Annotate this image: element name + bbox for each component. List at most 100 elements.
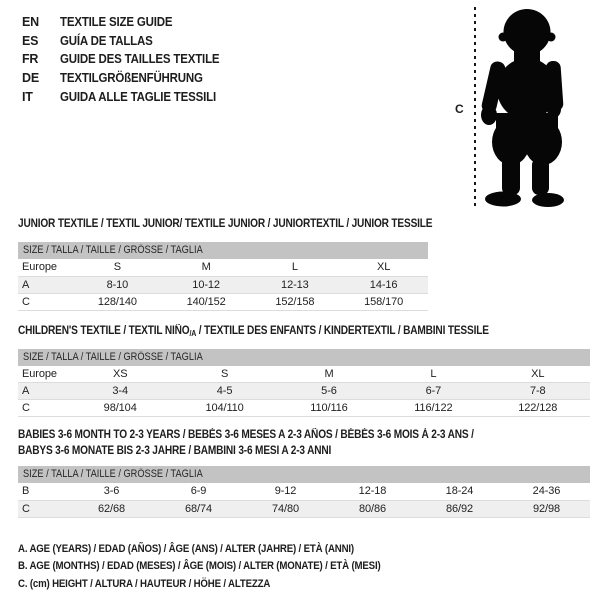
- table-cell: 152/158: [250, 293, 340, 311]
- language-row-it: IT GUIDA ALLE TAGLIE TESSILI: [22, 87, 233, 106]
- footnote-c: C. (cm) HEIGHT / ALTURA / HAUTEUR / HÖHE…: [18, 576, 590, 594]
- footnotes: A. AGE (YEARS) / EDAD (AÑOS) / ÂGE (ANS)…: [18, 541, 590, 594]
- table-cell: 7-8: [485, 382, 590, 400]
- height-figure: C: [450, 3, 580, 215]
- table-cell: M: [276, 365, 382, 383]
- table-row-age: A 8-10 10-12 12-13 14-16: [18, 276, 428, 294]
- table-cell: 6-9: [155, 483, 242, 501]
- footnote-text: B. AGE (MONTHS) / EDAD (MESES) / ÂGE (MO…: [18, 560, 381, 572]
- section-babies: BABIES 3-6 MONTH TO 2-3 YEARS / BEBÉS 3-…: [18, 427, 590, 518]
- table-row-height: C 62/68 68/74 74/80 80/86 86/92 92/98: [18, 500, 590, 518]
- footnote-text: C. (cm) HEIGHT / ALTURA / HAUTEUR / HÖHE…: [18, 577, 271, 590]
- junior-size-table: Europe S M L XL A 8-10 10-12 12-13 14-16…: [18, 259, 428, 311]
- size-bar-junior: SIZE / TALLA / TAILLE / GRÖSSE / TAGLIA: [18, 242, 428, 259]
- table-cell: 80/86: [329, 500, 416, 518]
- row-label: B: [18, 483, 68, 501]
- table-cell: XL: [339, 259, 428, 277]
- table-cell: 92/98: [503, 500, 590, 518]
- row-label: C: [18, 293, 73, 311]
- section-junior: JUNIOR TEXTILE / TEXTIL JUNIOR/ TEXTILE …: [18, 217, 590, 311]
- language-title: GUÍA DE TALLAS: [60, 33, 153, 48]
- table-cell: M: [161, 259, 251, 277]
- table-cell: 62/68: [68, 500, 155, 518]
- language-code: DE: [22, 71, 39, 86]
- language-row-fr: FR GUIDE DES TAILLES TEXTILE: [22, 50, 233, 69]
- section-heading-babies-line1: BABIES 3-6 MONTH TO 2-3 YEARS / BEBÉS 3-…: [18, 427, 590, 443]
- section-heading-junior: JUNIOR TEXTILE / TEXTIL JUNIOR/ TEXTILE …: [18, 217, 590, 232]
- height-c-label: C: [455, 102, 464, 116]
- table-cell: 68/74: [155, 500, 242, 518]
- section-children: CHILDREN'S TEXTILE / TEXTIL NIÑO/A / TEX…: [18, 324, 590, 417]
- footnote-a: A. AGE (YEARS) / EDAD (AÑOS) / ÂGE (ANS)…: [18, 541, 590, 559]
- language-code: EN: [22, 15, 39, 30]
- section-heading-text: BABYS 3-6 MONATE BIS 2-3 JAHRE / BAMBINI…: [18, 445, 332, 457]
- table-cell: 116/122: [381, 399, 486, 417]
- table-row-europe: Europe S M L XL: [18, 259, 428, 277]
- size-bar-text: SIZE / TALLA / TAILLE / GRÖSSE / TAGLIA: [23, 350, 203, 363]
- language-title: TEXTILGRÖßENFÜHRUNG: [60, 71, 203, 86]
- language-list: EN TEXTILE SIZE GUIDE ES GUÍA DE TALLAS …: [22, 13, 233, 106]
- section-heading-text: BABIES 3-6 MONTH TO 2-3 YEARS / BEBÉS 3-…: [18, 429, 474, 441]
- language-row-de: DE TEXTILGRÖßENFÜHRUNG: [22, 69, 233, 88]
- size-bar-children: SIZE / TALLA / TAILLE / GRÖSSE / TAGLIA: [18, 348, 590, 366]
- table-cell: L: [381, 365, 486, 383]
- table-row-europe: Europe XS S M L XL: [18, 365, 590, 383]
- table-row-height: C 98/104 104/110 110/116 116/122 122/128: [18, 399, 590, 417]
- table-row-height: C 128/140 140/152 152/158 158/170: [18, 293, 428, 311]
- language-title: GUIDE DES TAILLES TEXTILE: [60, 52, 220, 67]
- row-label: A: [18, 276, 73, 294]
- table-cell: 86/92: [416, 500, 503, 518]
- section-heading-babies-line2: BABYS 3-6 MONATE BIS 2-3 JAHRE / BAMBINI…: [18, 443, 590, 459]
- table-cell: 10-12: [161, 276, 251, 294]
- toddler-silhouette-icon: [481, 9, 564, 207]
- table-cell: 12-13: [250, 276, 340, 294]
- table-cell: 128/140: [73, 293, 162, 311]
- table-cell: 8-10: [73, 276, 162, 294]
- table-cell: XL: [485, 365, 590, 383]
- table-cell: 9-12: [242, 483, 329, 501]
- table-cell: 6-7: [381, 382, 486, 400]
- babies-size-table: B 3-6 6-9 9-12 12-18 18-24 24-36 C 62/68…: [18, 483, 590, 518]
- table-cell: L: [250, 259, 340, 277]
- footnote-b: B. AGE (MONTHS) / EDAD (MESES) / ÂGE (MO…: [18, 558, 590, 576]
- table-cell: 74/80: [242, 500, 329, 518]
- table-cell: 98/104: [68, 399, 173, 417]
- table-row-age-months: B 3-6 6-9 9-12 12-18 18-24 24-36: [18, 483, 590, 501]
- table-cell: 24-36: [503, 483, 590, 501]
- language-row-es: ES GUÍA DE TALLAS: [22, 32, 233, 51]
- table-cell: XS: [68, 365, 173, 383]
- table-cell: S: [73, 259, 162, 277]
- table-cell: S: [172, 365, 277, 383]
- size-bar-babies: SIZE / TALLA / TAILLE / GRÖSSE / TAGLIA: [18, 466, 590, 483]
- row-label: C: [18, 500, 68, 518]
- section-heading-text: JUNIOR TEXTILE / TEXTIL JUNIOR/ TEXTILE …: [18, 218, 433, 230]
- size-bar-text: SIZE / TALLA / TAILLE / GRÖSSE / TAGLIA: [23, 468, 203, 480]
- table-cell: 12-18: [329, 483, 416, 501]
- table-cell: 122/128: [485, 399, 590, 417]
- table-cell: 104/110: [172, 399, 277, 417]
- table-cell: 3-6: [68, 483, 155, 501]
- language-code: FR: [22, 52, 39, 67]
- height-measure-dashed-line: [474, 7, 476, 207]
- table-cell: 140/152: [161, 293, 251, 311]
- language-code: ES: [22, 33, 39, 48]
- language-row-en: EN TEXTILE SIZE GUIDE: [22, 13, 233, 32]
- table-row-age: A 3-4 4-5 5-6 6-7 7-8: [18, 382, 590, 400]
- section-heading-children: CHILDREN'S TEXTILE / TEXTIL NIÑO/A / TEX…: [18, 324, 590, 339]
- table-cell: 5-6: [276, 382, 382, 400]
- size-guide-content: JUNIOR TEXTILE / TEXTIL JUNIOR/ TEXTILE …: [18, 217, 590, 593]
- language-title: GUIDA ALLE TAGLIE TESSILI: [60, 89, 216, 104]
- language-title: TEXTILE SIZE GUIDE: [60, 15, 173, 30]
- row-label: C: [18, 399, 68, 417]
- children-size-table: Europe XS S M L XL A 3-4 4-5 5-6 6-7 7-8…: [18, 365, 590, 417]
- row-label: A: [18, 382, 68, 400]
- size-bar-text: SIZE / TALLA / TAILLE / GRÖSSE / TAGLIA: [23, 244, 203, 256]
- table-cell: 158/170: [339, 293, 428, 311]
- table-cell: 14-16: [339, 276, 428, 294]
- table-cell: 18-24: [416, 483, 503, 501]
- table-cell: 4-5: [172, 382, 277, 400]
- section-heading-text: CHILDREN'S TEXTILE / TEXTIL NIÑO/A / TEX…: [18, 324, 489, 338]
- footnote-text: A. AGE (YEARS) / EDAD (AÑOS) / ÂGE (ANS)…: [18, 542, 354, 555]
- language-code: IT: [22, 89, 33, 104]
- row-label: Europe: [18, 365, 68, 383]
